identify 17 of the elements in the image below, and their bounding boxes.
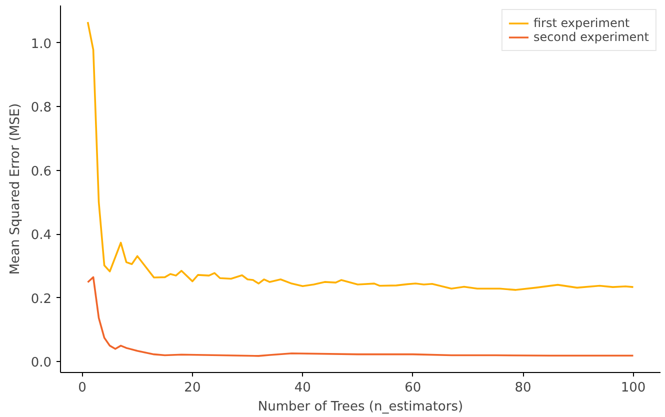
y-tick-label: 0.6 <box>30 164 52 180</box>
x-axis-title: Number of Trees (n_estimators) <box>258 400 464 414</box>
x-tick-label: 40 <box>294 380 311 396</box>
x-tick-label: 20 <box>184 380 201 396</box>
y-tick-label: 0.2 <box>30 292 52 307</box>
y-tick-label: 0.4 <box>30 228 52 244</box>
x-tick-label: 0 <box>78 380 86 396</box>
x-tick-label: 60 <box>404 380 422 396</box>
y-tick-label: 0.8 <box>30 100 52 116</box>
legend-label: second experiment <box>533 30 649 44</box>
y-tick-label: 0.0 <box>30 356 52 371</box>
line-series <box>86 276 634 357</box>
y-tick-label: 1.0 <box>30 36 52 52</box>
y-axis-title: Mean Squared Error (MSE) <box>8 103 23 275</box>
x-tick-label: 80 <box>514 380 532 396</box>
legend-label: first experiment <box>533 16 630 30</box>
x-tick-label: 100 <box>620 380 646 396</box>
